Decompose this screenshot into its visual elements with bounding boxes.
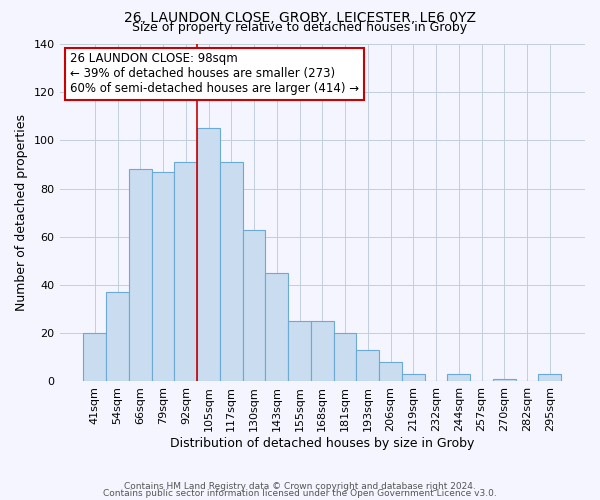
Bar — [175, 162, 197, 382]
Text: Contains public sector information licensed under the Open Government Licence v3: Contains public sector information licen… — [103, 490, 497, 498]
Bar — [197, 128, 220, 382]
Text: 26, LAUNDON CLOSE, GROBY, LEICESTER, LE6 0YZ: 26, LAUNDON CLOSE, GROBY, LEICESTER, LE6… — [124, 11, 476, 25]
Bar — [106, 292, 129, 382]
Bar — [152, 172, 175, 382]
Bar — [83, 334, 106, 382]
Bar — [402, 374, 425, 382]
Bar — [242, 230, 265, 382]
Bar — [265, 273, 288, 382]
Bar — [448, 374, 470, 382]
Bar — [129, 170, 152, 382]
Text: 26 LAUNDON CLOSE: 98sqm
← 39% of detached houses are smaller (273)
60% of semi-d: 26 LAUNDON CLOSE: 98sqm ← 39% of detache… — [70, 52, 359, 96]
Bar — [356, 350, 379, 382]
X-axis label: Distribution of detached houses by size in Groby: Distribution of detached houses by size … — [170, 437, 475, 450]
Bar — [220, 162, 242, 382]
Bar — [379, 362, 402, 382]
Bar — [538, 374, 561, 382]
Y-axis label: Number of detached properties: Number of detached properties — [15, 114, 28, 311]
Text: Size of property relative to detached houses in Groby: Size of property relative to detached ho… — [133, 21, 467, 34]
Bar — [311, 321, 334, 382]
Bar — [493, 379, 515, 382]
Bar — [334, 334, 356, 382]
Bar — [288, 321, 311, 382]
Text: Contains HM Land Registry data © Crown copyright and database right 2024.: Contains HM Land Registry data © Crown c… — [124, 482, 476, 491]
